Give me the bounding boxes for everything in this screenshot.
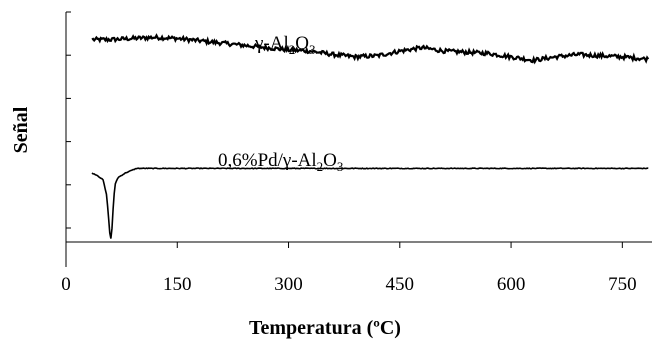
x-tick-label: 450 bbox=[386, 274, 415, 295]
series-label-1: 0,6%Pd/γ-Al2O3 bbox=[218, 150, 343, 174]
x-axis: 0 150 300 450 600 750 bbox=[61, 241, 652, 295]
series-group: γ-Al2O3 0,6%Pd/γ-Al2O3 bbox=[91, 33, 650, 239]
y-axis bbox=[65, 11, 71, 267]
x-tick-label: 0 bbox=[61, 274, 71, 295]
y-axis-title: Señal bbox=[10, 106, 32, 153]
x-tick-label: 750 bbox=[608, 274, 637, 295]
series-line-1 bbox=[91, 167, 649, 239]
series-label-0: γ-Al2O3 bbox=[254, 33, 315, 57]
x-tick-label: 300 bbox=[274, 274, 303, 295]
x-axis-title: Temperatura (ºC) bbox=[249, 317, 401, 339]
series-line-0 bbox=[91, 33, 650, 65]
x-tick-label: 600 bbox=[497, 274, 526, 295]
x-tick-label: 150 bbox=[163, 274, 192, 295]
